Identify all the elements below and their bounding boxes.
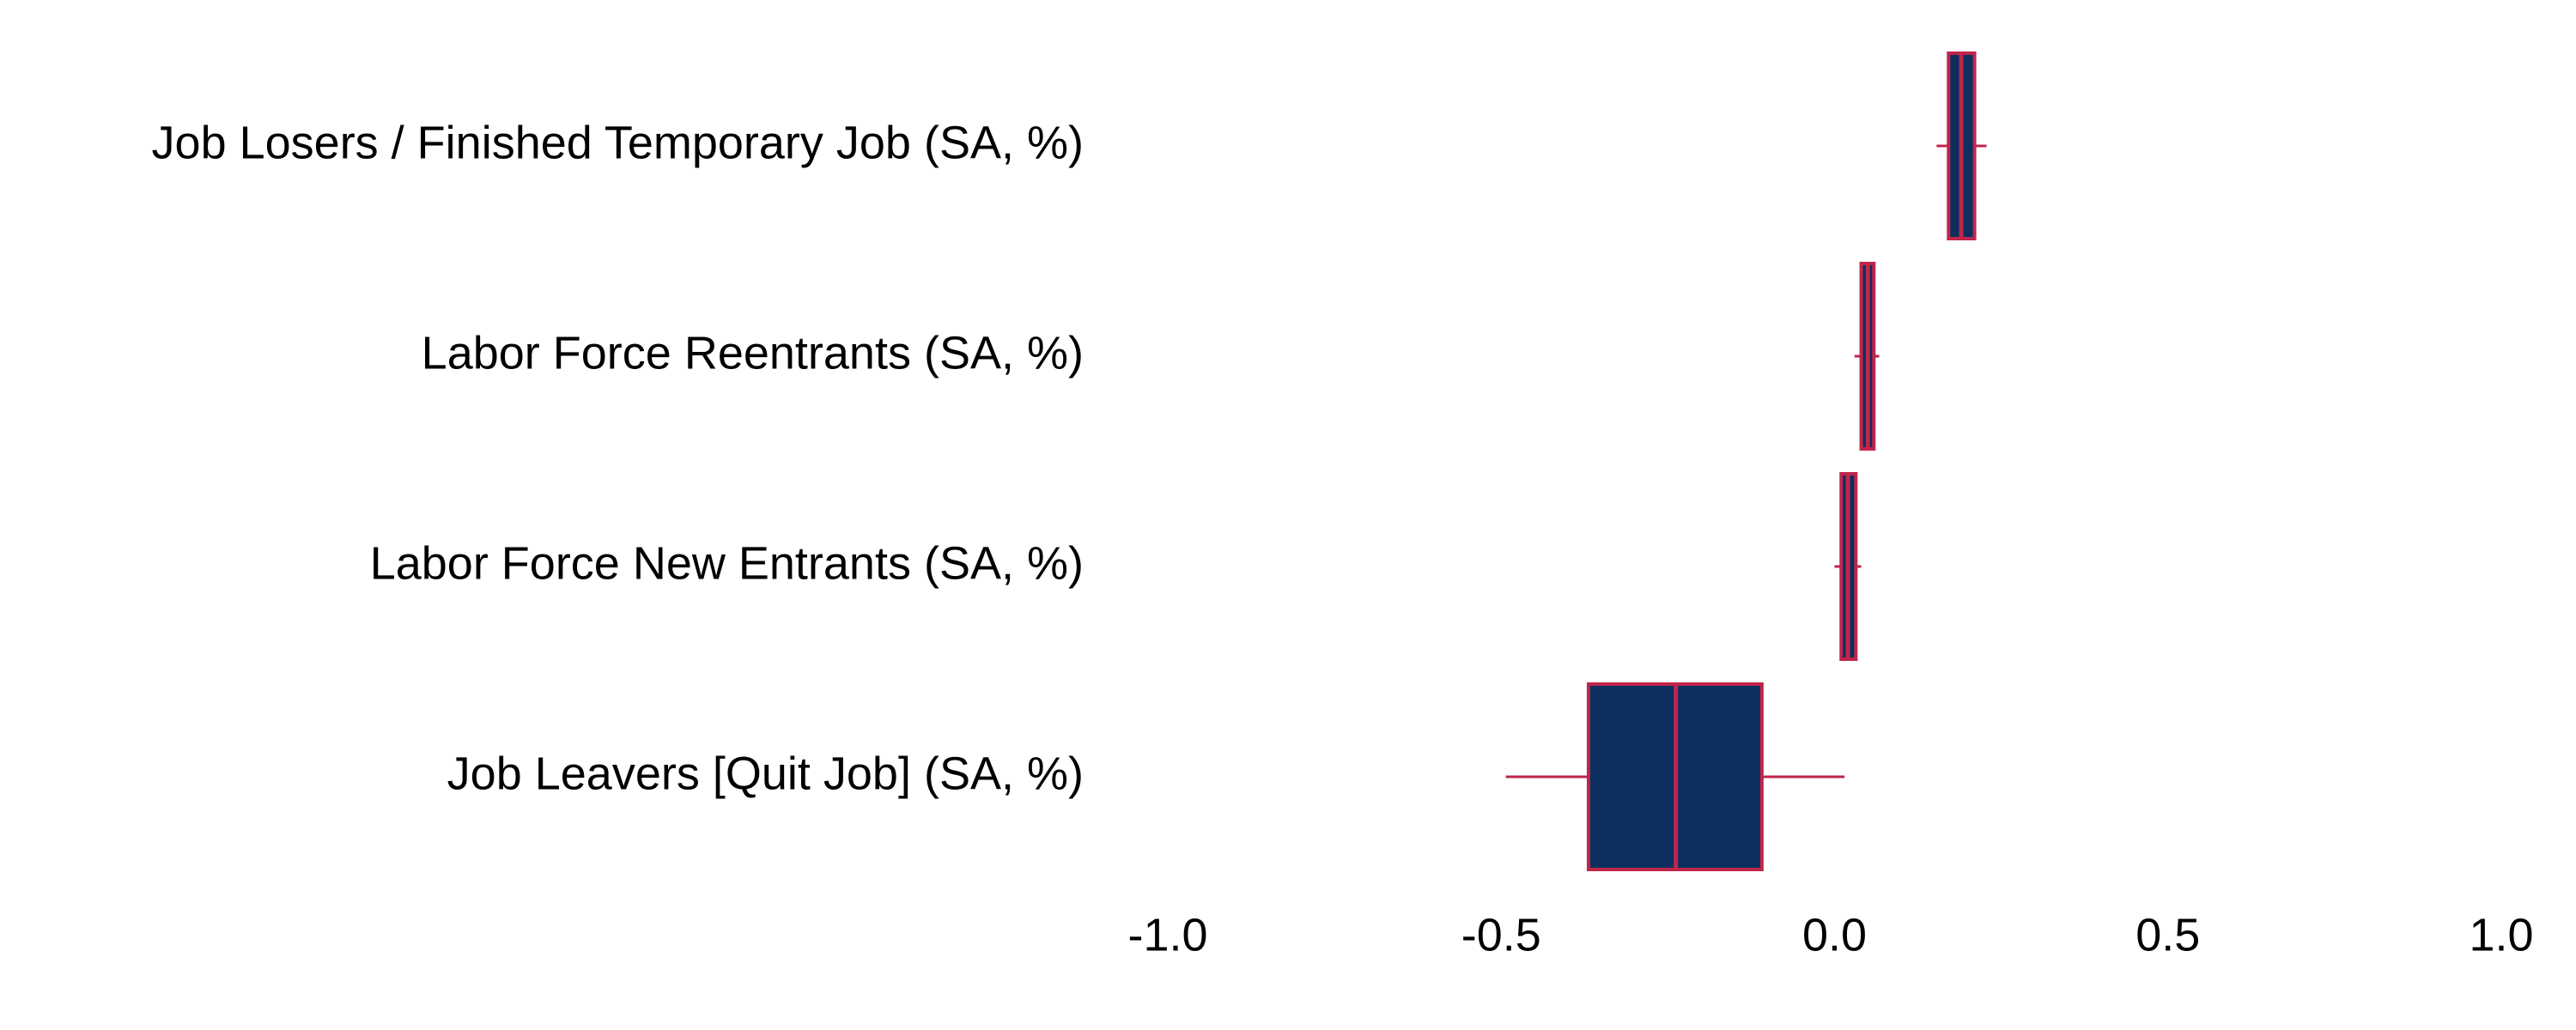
y-tick-label: Labor Force Reentrants (SA, %)	[422, 327, 1084, 379]
y-tick-label: Job Leavers [Quit Job] (SA, %)	[447, 748, 1084, 799]
y-tick-label: Job Losers / Finished Temporary Job (SA,…	[152, 117, 1084, 168]
x-tick-label: -0.5	[1461, 909, 1541, 960]
y-tick-label: Labor Force New Entrants (SA, %)	[370, 537, 1084, 589]
x-tick-label: 1.0	[2469, 909, 2533, 960]
x-tick-label: 0.5	[2136, 909, 2200, 960]
x-tick-label: -1.0	[1127, 909, 1207, 960]
x-tick-label: 0.0	[1802, 909, 1867, 960]
